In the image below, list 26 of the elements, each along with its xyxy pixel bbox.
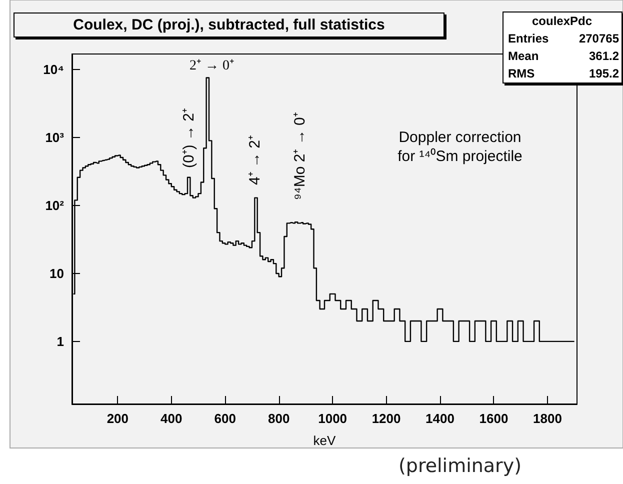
annotation: ⁹⁴Mo 2⁺ → 0⁺: [292, 112, 308, 200]
y-tick-label: 10: [50, 266, 64, 281]
text: coulexPdc: [532, 14, 592, 28]
annotation: 2⁺ → 0⁺: [190, 58, 234, 74]
x-tick-label: 1000: [318, 411, 348, 426]
x-tick-label: 800: [268, 411, 290, 426]
x-tick-label: 200: [106, 411, 129, 426]
y-tick-label: 10²: [45, 198, 65, 214]
y-tick-label: 10⁴: [43, 62, 64, 78]
chart-title: Coulex, DC (proj.), subtracted, full statistics: [73, 16, 385, 34]
x-tick-label: 600: [214, 411, 236, 426]
text: RMS 195.2: [508, 66, 619, 80]
x-tick-label: 1400: [426, 411, 454, 426]
text: Entries 270765: [508, 32, 619, 46]
text: (preliminary): [398, 455, 522, 477]
annotation: (0⁺) → 2⁺: [180, 108, 198, 168]
y-tick-label: 1: [56, 334, 64, 349]
x-tick-label: 1600: [479, 411, 508, 426]
x-axis-title: keV: [313, 433, 336, 448]
x-tick-label: 400: [160, 411, 182, 426]
x-tick-label: 1200: [372, 411, 401, 426]
x-tick-label: 1800: [532, 411, 562, 426]
annotation: 4⁺ → 2⁺: [246, 134, 264, 185]
text: Mean 361.2: [508, 49, 619, 63]
annotation: Doppler correction for ¹⁴⁰Sm projectile: [398, 129, 522, 165]
y-tick-label: 10³: [45, 130, 65, 146]
